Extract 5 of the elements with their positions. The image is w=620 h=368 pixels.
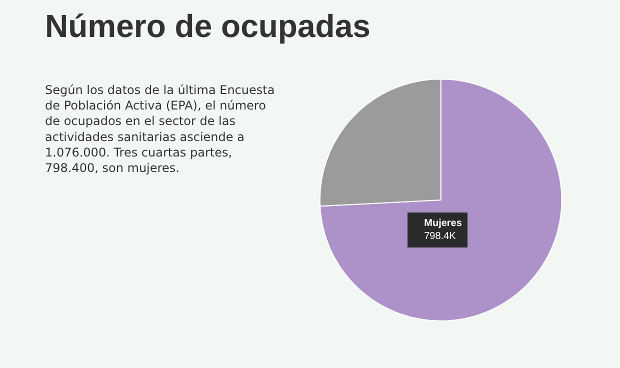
- text: Según los datos de la última Encuesta de Población Activa (EPA), el número de ocupados en el sector de las actividades sanitarias asciende a 1.076.000. Tres cuartas partes, 798.400, son mujeres.: [45, 83, 275, 175]
- chart-title: Número de ocupadas: [45, 8, 370, 44]
- pie-slice: [320, 78, 562, 322]
- data-label: 798.4K: [413, 231, 456, 242]
- slice-label: Mujeres: [424, 218, 462, 229]
